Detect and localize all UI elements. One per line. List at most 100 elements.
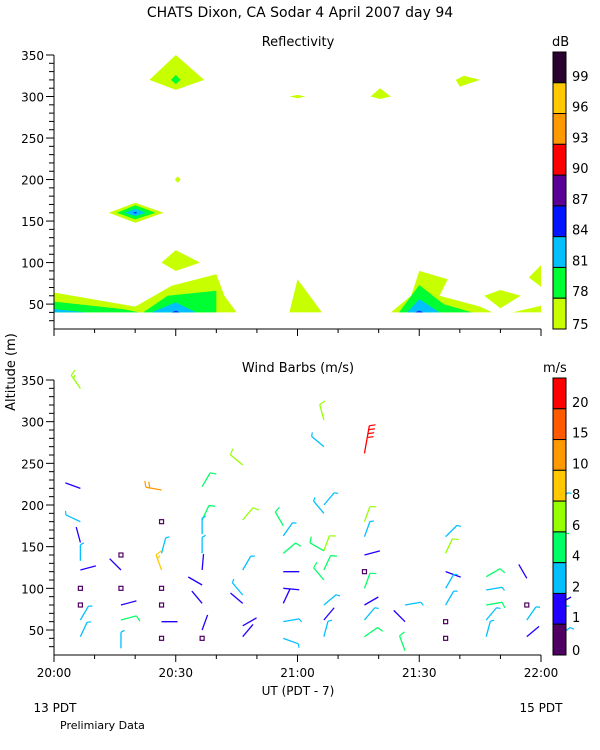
wind-barb — [323, 554, 337, 571]
colorbar-swatch — [552, 266, 567, 299]
colorbar-label: 90 — [572, 162, 589, 177]
wind-barb-calm — [443, 619, 449, 625]
wind-barb — [283, 587, 300, 591]
y-tick-label: 200 — [21, 499, 44, 513]
wind-barb-calm — [199, 635, 205, 641]
barb-shaft — [323, 621, 329, 637]
colorbar-swatch — [552, 623, 567, 656]
wind-barb — [363, 520, 375, 537]
barb-flag — [313, 562, 318, 569]
barb-shaft — [364, 626, 378, 638]
reflectivity-contour-78 — [143, 290, 217, 313]
barb-shaft — [155, 554, 163, 571]
colorbar-swatch — [552, 113, 567, 145]
wind-barb — [311, 432, 325, 448]
preliminary-note: Prelimiary Data — [60, 719, 145, 732]
barb-shaft — [242, 617, 257, 627]
wind-barb — [187, 576, 203, 586]
barb-shaft — [323, 607, 335, 621]
reflectivity-contour-84 — [171, 310, 180, 313]
reflectivity-contour-75 — [455, 75, 481, 87]
colorbar-swatch — [552, 143, 567, 176]
barb-flag — [165, 536, 170, 539]
y-tick-label: 350 — [21, 49, 44, 63]
barb-flag — [334, 492, 339, 495]
x-tick-label: 20:30 — [158, 666, 193, 680]
wind-barb — [120, 629, 125, 649]
reflectivity-colorbar-unit: dB — [552, 35, 569, 50]
wind-barb — [64, 510, 81, 523]
barb-shaft — [404, 601, 421, 606]
wind-barb — [70, 369, 81, 389]
barb-flag — [297, 643, 300, 648]
wind-barb-calm — [361, 569, 368, 575]
reflectivity-title: Reflectivity — [262, 35, 335, 50]
barb-shaft — [201, 554, 205, 571]
wind-barb — [323, 607, 335, 621]
colorbar-swatch — [552, 51, 567, 84]
y-tick-label: 250 — [21, 457, 44, 471]
barb-shaft — [75, 526, 82, 543]
wind-barb-calm — [158, 585, 165, 591]
barb-flag — [208, 504, 216, 507]
barb-shaft — [79, 621, 88, 637]
x-tick-label: 21:30 — [402, 666, 437, 680]
colorbar-label: 75 — [572, 318, 589, 333]
wind-barb — [323, 535, 336, 552]
barb-flag — [252, 507, 260, 511]
barb-shaft — [274, 511, 284, 527]
barb-flag — [311, 432, 313, 437]
barb-shaft — [526, 625, 540, 638]
barb-shaft — [445, 524, 458, 538]
wind-barb — [242, 623, 254, 638]
wind-barb — [445, 590, 458, 606]
barb-flag — [420, 601, 424, 606]
wind-barb — [404, 601, 424, 606]
wind-barb — [79, 542, 85, 561]
wind-barb — [155, 550, 163, 571]
colorbar-label: 0 — [572, 644, 580, 659]
y-tick-label: 350 — [21, 374, 44, 388]
wind-barb — [283, 618, 303, 623]
barb-flag — [490, 619, 495, 622]
barb-flag — [456, 524, 461, 527]
wind-barb — [486, 586, 506, 591]
wind-barb — [231, 578, 244, 596]
barb-shaft — [242, 623, 254, 638]
wind-barb — [393, 609, 406, 623]
colorbar-swatch — [552, 82, 567, 115]
barb-shaft — [242, 507, 254, 521]
wind-barb — [80, 565, 97, 571]
colorbar-label: 10 — [572, 457, 589, 472]
barb-flag — [210, 472, 217, 475]
reflectivity-contour-84 — [415, 310, 424, 313]
figure-title: CHATS Dixon, CA Sodar 4 April 2007 day 9… — [147, 5, 453, 21]
wind-barb — [518, 564, 528, 579]
colorbar-label: 78 — [572, 285, 589, 300]
barb-flag — [155, 550, 162, 556]
barb-flag — [452, 538, 459, 541]
reflectivity-contour-75 — [370, 88, 391, 99]
barb-shaft — [363, 521, 371, 537]
barb-flag — [156, 555, 161, 560]
colorbar-label: 4 — [572, 550, 580, 565]
colorbar-label: 93 — [572, 131, 589, 146]
reflectivity-contour-78 — [170, 74, 181, 85]
barb-shaft — [445, 590, 455, 606]
wind-barb — [242, 507, 260, 521]
wind-barb — [79, 621, 92, 637]
wind-barb — [486, 601, 506, 609]
barb-shaft — [187, 576, 203, 586]
colorbar-label: 8 — [572, 488, 580, 503]
barb-flag — [298, 618, 303, 623]
colorbar-swatch — [552, 377, 567, 410]
colorbar-label: 99 — [572, 70, 589, 85]
barb-shaft — [283, 637, 299, 645]
reflectivity-contour-78 — [54, 301, 140, 313]
y-tick-label: 200 — [21, 174, 44, 188]
reflectivity-contour-81 — [54, 309, 87, 313]
wind-barb — [485, 619, 495, 637]
barb-shaft — [309, 542, 325, 552]
wind-barb-calm — [77, 602, 83, 608]
